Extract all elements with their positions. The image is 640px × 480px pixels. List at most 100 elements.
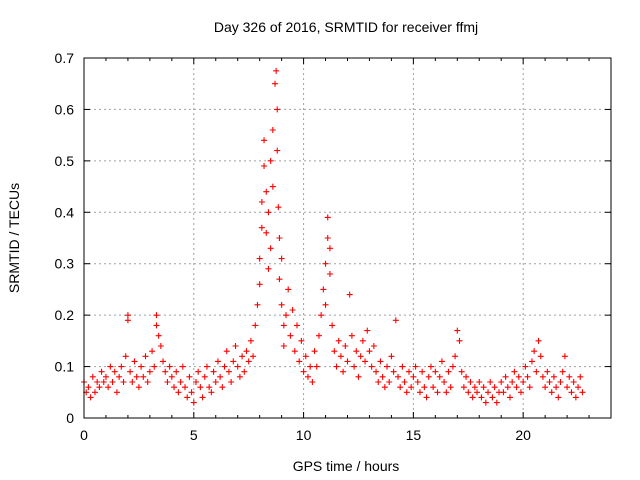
- x-axis-label: GPS time / hours: [293, 458, 400, 474]
- data-point: [261, 137, 268, 144]
- data-point: [326, 271, 333, 277]
- y-tick-label: 0.6: [55, 101, 75, 117]
- data-point: [155, 332, 162, 339]
- data-point: [186, 373, 193, 380]
- data-point: [263, 229, 270, 236]
- data-point: [96, 384, 103, 391]
- data-point: [474, 389, 481, 396]
- data-point: [386, 379, 393, 385]
- data-point: [557, 379, 564, 385]
- data-point: [373, 368, 380, 375]
- data-point: [94, 379, 101, 385]
- data-point: [504, 384, 511, 391]
- data-point: [353, 348, 360, 355]
- data-point: [217, 373, 224, 380]
- data-point: [434, 389, 441, 396]
- data-point: [412, 363, 419, 370]
- data-point: [539, 373, 546, 380]
- data-point: [203, 363, 210, 370]
- data-point: [482, 399, 489, 406]
- data-point: [109, 379, 116, 385]
- data-point: [575, 384, 582, 391]
- data-point: [364, 327, 371, 334]
- data-point: [258, 199, 265, 205]
- data-point: [506, 394, 513, 401]
- data-point: [498, 379, 505, 385]
- data-point: [568, 389, 575, 396]
- data-point: [480, 384, 487, 391]
- data-point: [273, 67, 280, 74]
- data-point: [427, 363, 434, 370]
- data-point: [118, 363, 125, 370]
- data-point: [313, 363, 320, 370]
- data-point: [190, 399, 197, 406]
- data-point: [223, 348, 230, 355]
- data-point: [197, 384, 204, 391]
- data-point: [142, 353, 149, 360]
- data-point: [151, 363, 158, 370]
- data-point: [195, 368, 202, 375]
- data-point: [210, 368, 217, 375]
- data-point: [491, 384, 498, 391]
- data-point: [135, 384, 142, 391]
- data-point: [298, 337, 305, 344]
- data-point: [219, 384, 226, 391]
- data-point: [107, 363, 114, 370]
- data-point: [199, 394, 206, 401]
- data-point: [184, 394, 191, 401]
- data-point: [460, 384, 467, 391]
- data-point: [241, 368, 248, 375]
- data-point: [517, 389, 524, 396]
- data-point: [500, 389, 507, 396]
- data-point: [162, 368, 169, 375]
- ticks: [83, 57, 612, 419]
- data-point: [91, 389, 98, 396]
- data-point: [362, 358, 369, 365]
- data-point: [546, 379, 553, 385]
- data-point: [399, 363, 406, 370]
- data-point: [553, 384, 560, 391]
- data-point: [366, 348, 373, 355]
- data-point: [315, 332, 322, 339]
- data-point: [408, 384, 415, 391]
- data-point: [252, 322, 259, 329]
- data-point: [168, 373, 175, 380]
- y-tick-label: 0.1: [55, 359, 75, 375]
- data-point: [127, 368, 134, 375]
- data-point: [129, 379, 136, 385]
- data-point: [291, 348, 298, 355]
- data-point: [225, 368, 232, 375]
- data-point: [309, 379, 316, 385]
- data-point: [511, 368, 518, 375]
- y-axis-label: SRMTID / TECUs: [6, 183, 22, 293]
- data-point: [318, 312, 325, 319]
- data-point: [272, 80, 279, 87]
- chart-title: Day 326 of 2016, SRMTID for receiver ffm…: [214, 19, 478, 35]
- data-point: [221, 363, 228, 370]
- data-point: [228, 379, 235, 385]
- data-point: [447, 384, 454, 391]
- data-point: [293, 322, 300, 329]
- data-point: [250, 353, 257, 360]
- data-point: [285, 286, 292, 293]
- data-point: [280, 322, 287, 329]
- data-point: [274, 106, 281, 113]
- data-point: [337, 353, 344, 360]
- data-point: [232, 343, 239, 349]
- data-point: [212, 379, 219, 385]
- data-point: [579, 389, 586, 396]
- data-point: [476, 379, 483, 385]
- data-point: [454, 327, 461, 334]
- data-point: [245, 358, 252, 365]
- data-point: [419, 368, 426, 375]
- data-point: [179, 363, 186, 370]
- data-point: [351, 363, 358, 370]
- data-point: [390, 368, 397, 375]
- data-point: [515, 373, 522, 380]
- data-point: [570, 379, 577, 385]
- data-point: [335, 337, 342, 344]
- data-point: [452, 353, 459, 360]
- data-point: [146, 368, 153, 375]
- data-point: [124, 317, 131, 324]
- data-point: [120, 379, 127, 385]
